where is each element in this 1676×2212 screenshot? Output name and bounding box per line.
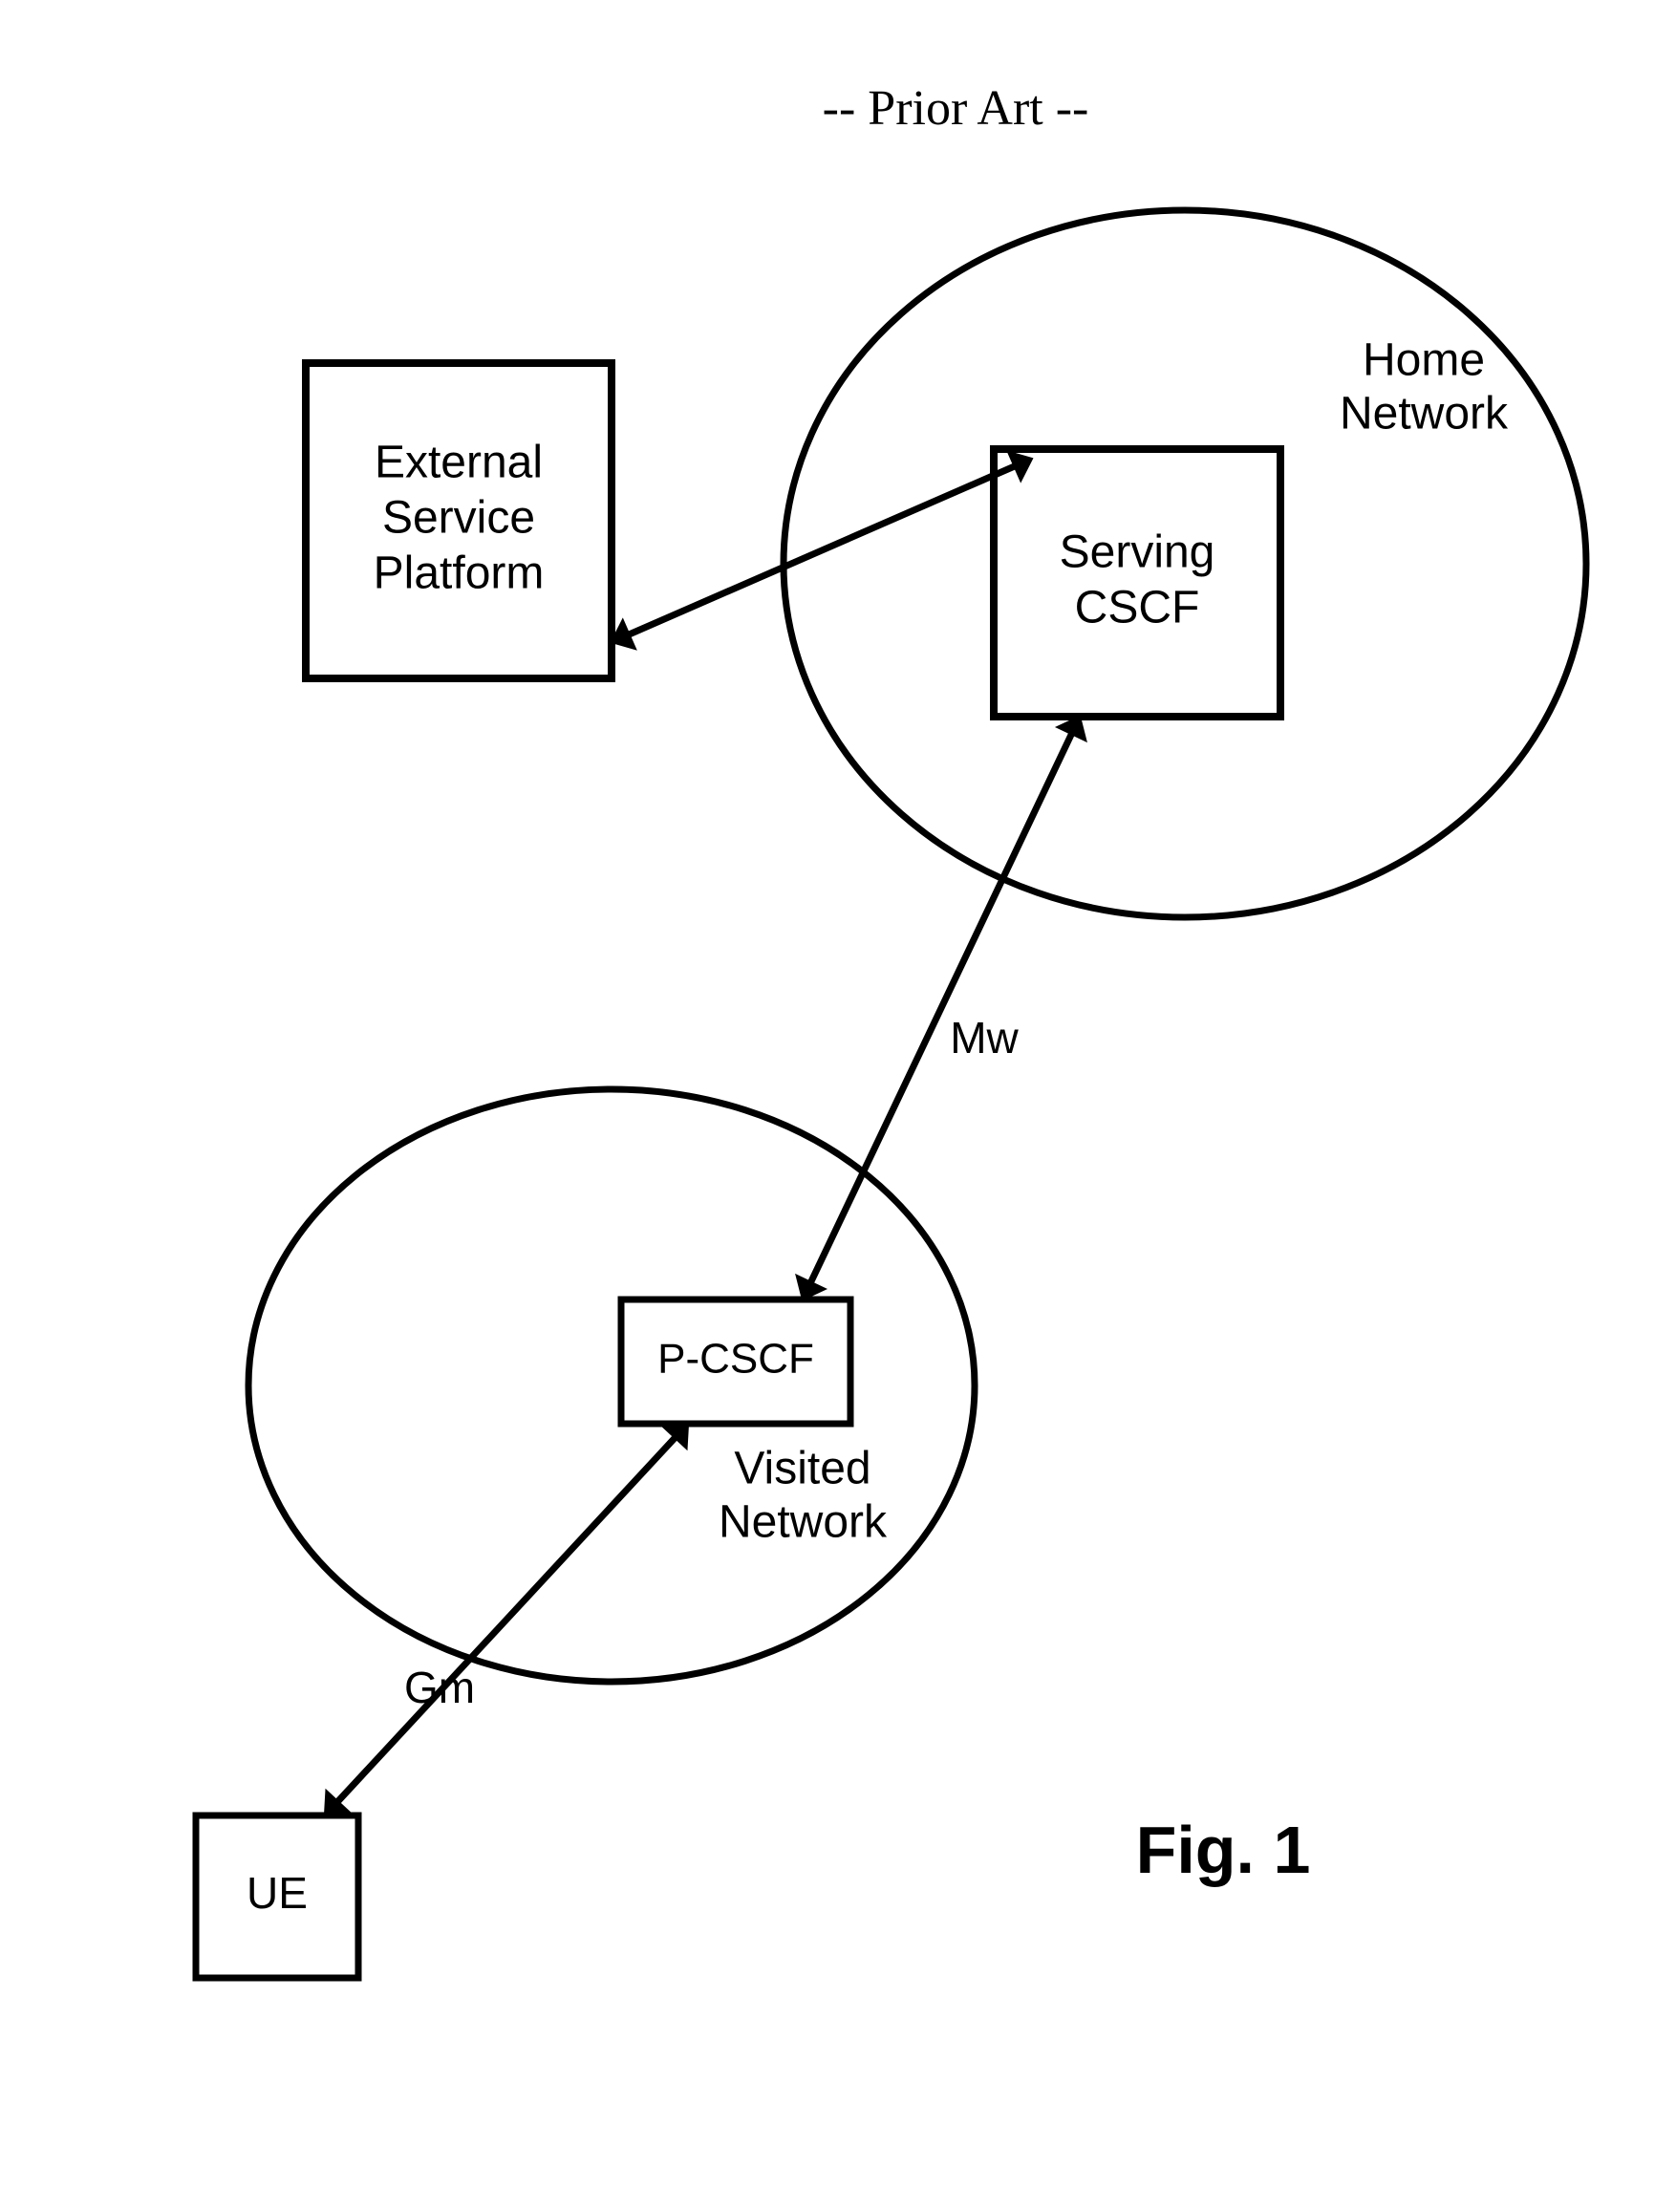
ue-label: UE <box>247 1868 308 1918</box>
prior-art-title: -- Prior Art -- <box>823 81 1089 136</box>
scscf-label: CSCF <box>1075 583 1200 634</box>
pcscf_ue-edge-label: Gm <box>404 1663 475 1712</box>
scscf-label: Serving <box>1060 527 1215 578</box>
visited-cloud-label: Visited <box>734 1444 870 1494</box>
external-label: Platform <box>374 548 545 599</box>
visited-cloud <box>248 1089 975 1682</box>
figure-caption: Fig. 1 <box>1136 1813 1311 1887</box>
external-label: Service <box>382 493 535 544</box>
visited-cloud-label: Network <box>719 1497 888 1548</box>
scscf_pcscf-edge-label: Mw <box>950 1013 1019 1063</box>
external-label: External <box>375 438 543 488</box>
home-cloud-label: Home <box>1363 335 1485 386</box>
home-cloud-label: Network <box>1340 389 1509 440</box>
pcscf-label: P-CSCF <box>657 1336 814 1383</box>
